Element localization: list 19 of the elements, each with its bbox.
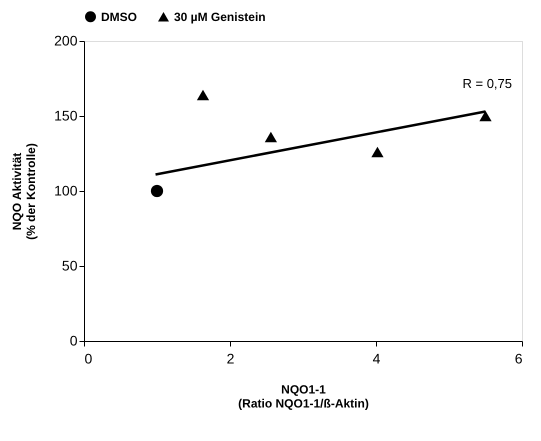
- x-tick-label: 0: [84, 350, 92, 366]
- point: [479, 110, 492, 122]
- y-tick-label: 200: [54, 32, 78, 48]
- legend-label: DMSO: [101, 10, 137, 24]
- point: [150, 184, 164, 198]
- x-tick-label: 2: [226, 350, 235, 366]
- x-tick-label: 6: [514, 350, 523, 366]
- y-tick-label: 50: [62, 258, 78, 274]
- annotation: R = 0,75: [462, 76, 512, 91]
- point: [264, 132, 278, 142]
- x-axis-title: NQO1-1 (Ratio NQO1-1/ß-Aktin): [238, 382, 369, 410]
- y-tick-label: 100: [54, 182, 78, 198]
- x-tick-label: 4: [372, 350, 381, 366]
- y-axis-title: NQO Aktivität (% der Kontrolle): [10, 143, 38, 240]
- point: [371, 146, 384, 158]
- legend-label: 30 µM Genistein: [174, 10, 266, 24]
- point: [196, 90, 210, 100]
- y-tick-label: 0: [70, 332, 78, 348]
- y-tick-label: 150: [54, 108, 78, 124]
